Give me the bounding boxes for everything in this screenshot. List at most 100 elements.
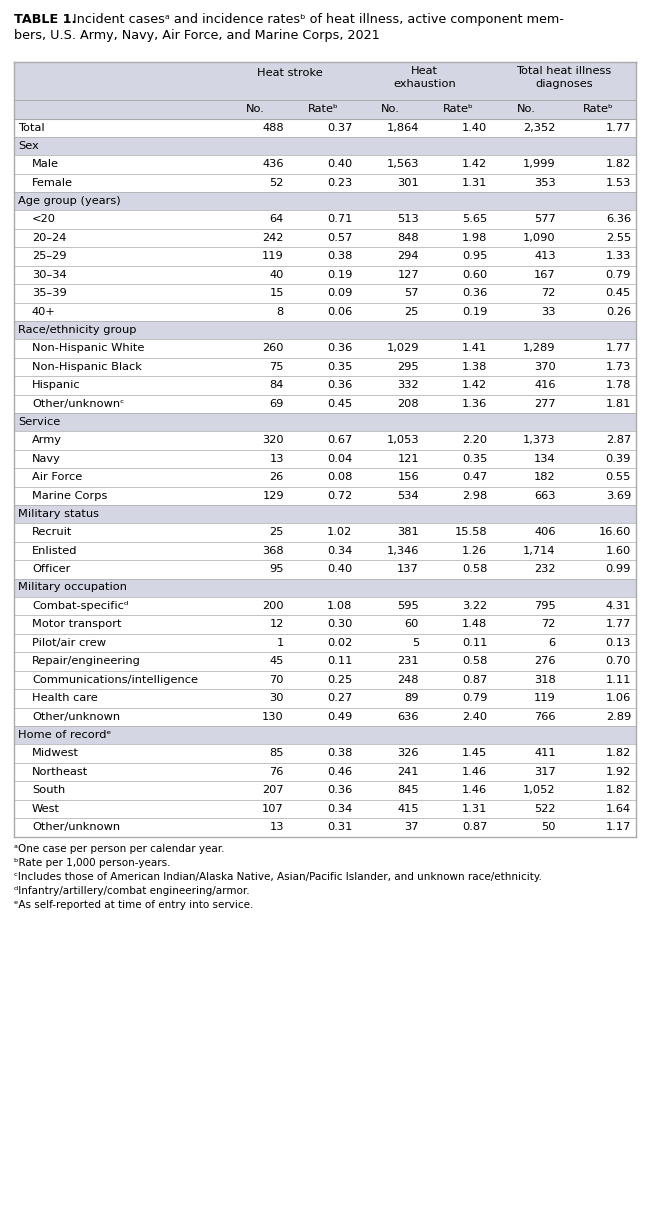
Text: Repair/engineering: Repair/engineering bbox=[32, 657, 141, 667]
Text: 0.57: 0.57 bbox=[327, 232, 352, 242]
Text: 0.13: 0.13 bbox=[606, 637, 631, 648]
Text: 513: 513 bbox=[397, 214, 419, 224]
Bar bbox=[14, 357, 636, 375]
Text: 0.79: 0.79 bbox=[462, 693, 488, 703]
Text: 0.36: 0.36 bbox=[327, 785, 352, 795]
Text: 1,714: 1,714 bbox=[523, 545, 556, 555]
Text: 242: 242 bbox=[263, 232, 284, 242]
Text: 0.36: 0.36 bbox=[327, 380, 352, 390]
Text: 200: 200 bbox=[263, 600, 284, 610]
Text: 40+: 40+ bbox=[32, 307, 56, 317]
Text: Pilot/air crew: Pilot/air crew bbox=[32, 637, 106, 648]
Text: 1.53: 1.53 bbox=[606, 177, 631, 188]
Text: 50: 50 bbox=[541, 822, 556, 832]
Text: 1.26: 1.26 bbox=[462, 545, 488, 555]
Text: 381: 381 bbox=[397, 527, 419, 537]
Text: 40: 40 bbox=[270, 270, 284, 280]
Text: 0.40: 0.40 bbox=[327, 564, 352, 575]
Text: 295: 295 bbox=[397, 362, 419, 372]
Bar bbox=[14, 707, 636, 726]
Text: 0.58: 0.58 bbox=[462, 657, 488, 667]
Text: Motor transport: Motor transport bbox=[32, 619, 122, 630]
Text: 416: 416 bbox=[534, 380, 556, 390]
Text: 0.37: 0.37 bbox=[327, 122, 352, 133]
Text: TABLE 1.: TABLE 1. bbox=[14, 13, 76, 26]
Bar bbox=[14, 560, 636, 578]
Bar bbox=[14, 100, 636, 119]
Text: 1.06: 1.06 bbox=[606, 693, 631, 703]
Text: 2,352: 2,352 bbox=[523, 122, 556, 133]
Text: 2.20: 2.20 bbox=[462, 435, 488, 445]
Text: 1.31: 1.31 bbox=[462, 177, 488, 188]
Text: Recruit: Recruit bbox=[32, 527, 72, 537]
Text: 30–34: 30–34 bbox=[32, 270, 66, 280]
Text: 1,029: 1,029 bbox=[386, 344, 419, 353]
Text: 353: 353 bbox=[534, 177, 556, 188]
Text: 0.26: 0.26 bbox=[606, 307, 631, 317]
Text: 0.23: 0.23 bbox=[327, 177, 352, 188]
Text: 35–39: 35–39 bbox=[32, 289, 67, 298]
Text: 167: 167 bbox=[534, 270, 556, 280]
Text: No.: No. bbox=[517, 104, 536, 114]
Text: 76: 76 bbox=[270, 767, 284, 777]
Text: 1.92: 1.92 bbox=[606, 767, 631, 777]
Text: 766: 766 bbox=[534, 712, 556, 722]
Text: 1.42: 1.42 bbox=[462, 159, 488, 169]
Text: 84: 84 bbox=[270, 380, 284, 390]
Text: Female: Female bbox=[32, 177, 73, 188]
Text: 15: 15 bbox=[269, 289, 284, 298]
Text: 260: 260 bbox=[263, 344, 284, 353]
Text: 0.04: 0.04 bbox=[327, 454, 352, 464]
Text: Hispanic: Hispanic bbox=[32, 380, 81, 390]
Text: Rateᵇ: Rateᵇ bbox=[307, 104, 339, 114]
Bar bbox=[14, 615, 636, 634]
Text: 413: 413 bbox=[534, 251, 556, 262]
Text: 0.72: 0.72 bbox=[327, 490, 352, 500]
Text: 848: 848 bbox=[397, 232, 419, 242]
Text: 1,563: 1,563 bbox=[386, 159, 419, 169]
Text: 0.38: 0.38 bbox=[327, 251, 352, 262]
Text: 276: 276 bbox=[534, 657, 556, 667]
Text: 1.46: 1.46 bbox=[462, 767, 488, 777]
Text: Marine Corps: Marine Corps bbox=[32, 490, 107, 500]
Text: 25: 25 bbox=[404, 307, 419, 317]
Text: <20: <20 bbox=[32, 214, 56, 224]
Text: 6: 6 bbox=[549, 637, 556, 648]
Text: Air Force: Air Force bbox=[32, 472, 83, 482]
Bar bbox=[14, 174, 636, 192]
Text: 127: 127 bbox=[397, 270, 419, 280]
Bar bbox=[14, 578, 636, 597]
Text: 0.27: 0.27 bbox=[327, 693, 352, 703]
Text: 119: 119 bbox=[262, 251, 284, 262]
Text: 1,373: 1,373 bbox=[523, 435, 556, 445]
Text: 0.35: 0.35 bbox=[327, 362, 352, 372]
Text: 119: 119 bbox=[534, 693, 556, 703]
Text: 69: 69 bbox=[270, 399, 284, 408]
Text: 294: 294 bbox=[397, 251, 419, 262]
Text: 317: 317 bbox=[534, 767, 556, 777]
Bar bbox=[14, 119, 636, 137]
Bar bbox=[14, 468, 636, 487]
Text: 248: 248 bbox=[397, 675, 419, 685]
Text: 436: 436 bbox=[263, 159, 284, 169]
Bar bbox=[14, 62, 636, 100]
Text: 406: 406 bbox=[534, 527, 556, 537]
Text: 241: 241 bbox=[397, 767, 419, 777]
Text: 1,052: 1,052 bbox=[523, 785, 556, 795]
Text: 232: 232 bbox=[534, 564, 556, 575]
Bar bbox=[14, 284, 636, 302]
Text: 134: 134 bbox=[534, 454, 556, 464]
Text: Army: Army bbox=[32, 435, 62, 445]
Text: 95: 95 bbox=[269, 564, 284, 575]
Text: 636: 636 bbox=[397, 712, 419, 722]
Bar bbox=[14, 487, 636, 505]
Text: 488: 488 bbox=[263, 122, 284, 133]
Text: 0.09: 0.09 bbox=[327, 289, 352, 298]
Text: 13: 13 bbox=[269, 454, 284, 464]
Text: 277: 277 bbox=[534, 399, 556, 408]
Text: 522: 522 bbox=[534, 804, 556, 813]
Text: 1.77: 1.77 bbox=[606, 344, 631, 353]
Text: 0.67: 0.67 bbox=[327, 435, 352, 445]
Text: 0.02: 0.02 bbox=[327, 637, 352, 648]
Text: 320: 320 bbox=[263, 435, 284, 445]
